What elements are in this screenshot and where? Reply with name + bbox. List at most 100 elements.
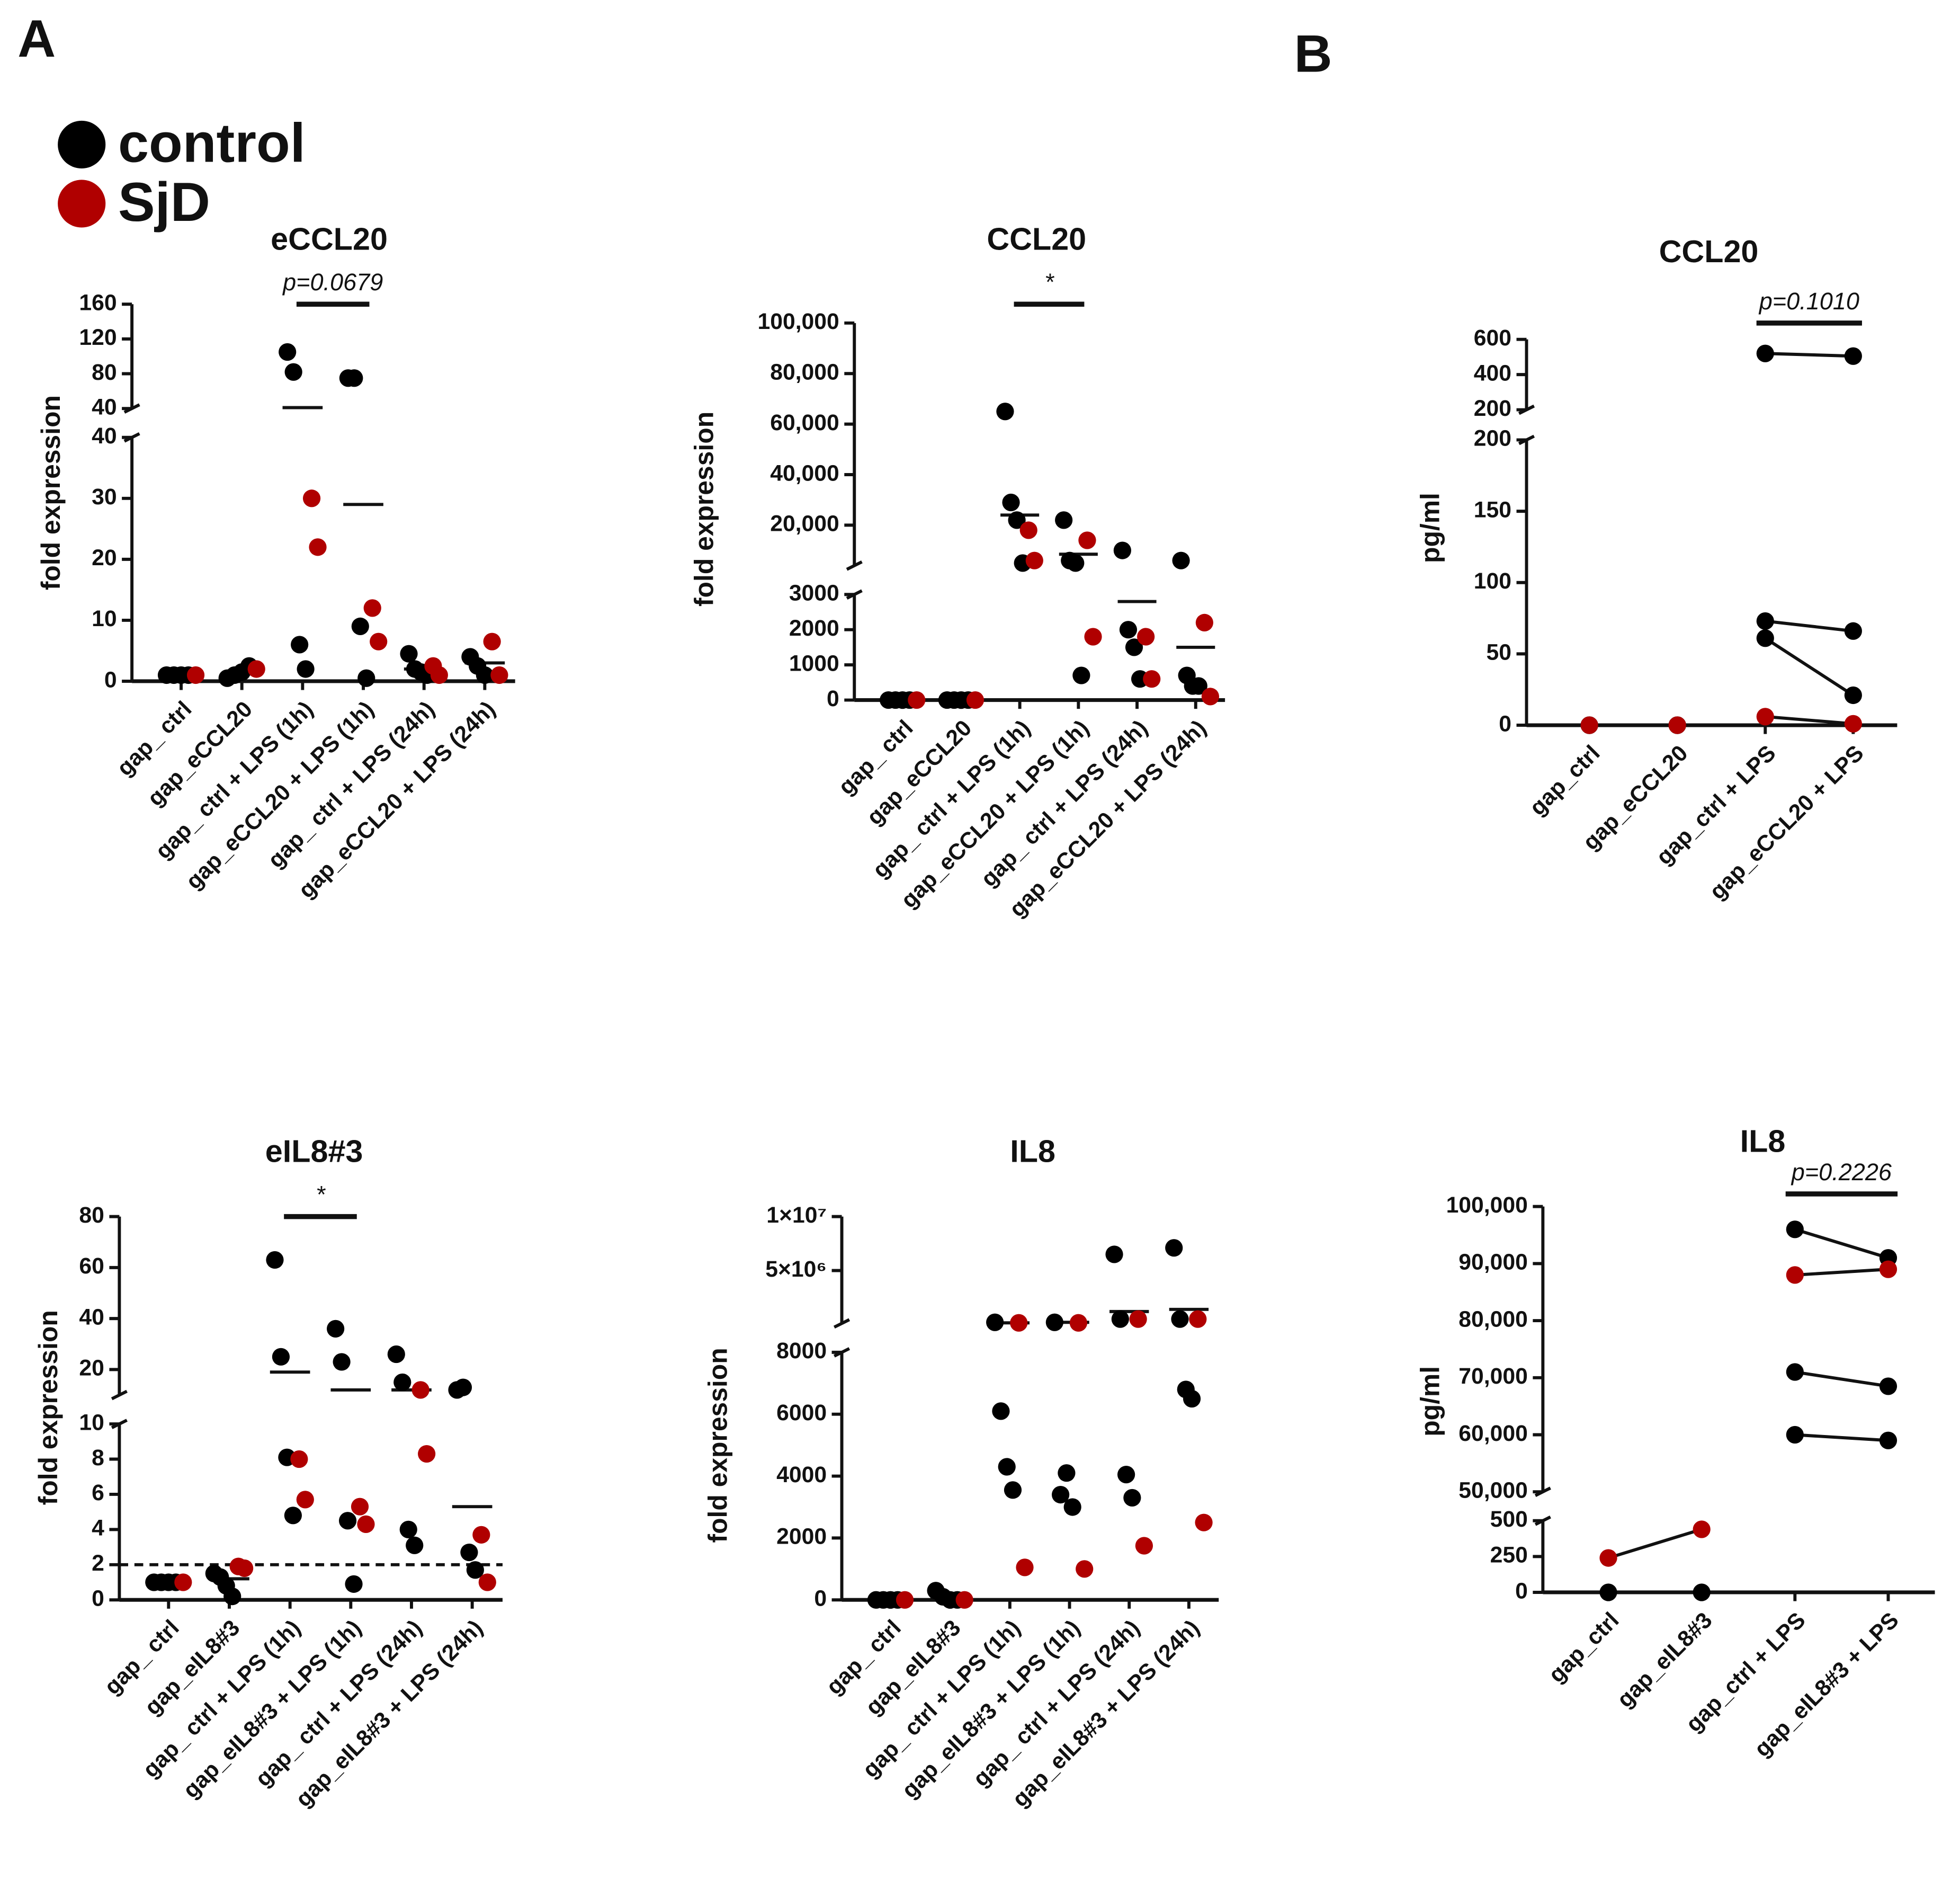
data-point — [1137, 628, 1155, 646]
pair-line — [1794, 1227, 1889, 1260]
y-tick-label: 8000 — [776, 1338, 827, 1364]
data-point — [1019, 521, 1037, 539]
data-point — [1072, 666, 1090, 684]
y-tick-label: 0 — [104, 667, 117, 692]
y-tick-label: 80 — [92, 360, 117, 385]
y-tick-label: 120 — [79, 325, 117, 350]
data-point — [284, 1507, 302, 1525]
legend-swatch — [58, 180, 106, 228]
data-point — [483, 632, 501, 651]
data-point — [1879, 1260, 1898, 1278]
y-tick-label: 10 — [92, 606, 117, 631]
data-point — [338, 1512, 357, 1530]
y-tick-label: 2000 — [789, 616, 839, 641]
axis-break — [111, 1389, 128, 1401]
y-tick-label: 2000 — [776, 1524, 827, 1549]
data-point — [327, 1320, 345, 1338]
data-point — [1119, 621, 1138, 639]
y-tick-label: 80 — [79, 1202, 104, 1228]
data-point — [966, 691, 985, 709]
data-point — [1844, 347, 1862, 365]
y-tick-label: 50,000 — [1458, 1477, 1528, 1503]
y-tick-label: 80,000 — [770, 360, 839, 385]
chart-title: eCCL20 — [271, 221, 388, 256]
data-point — [1069, 1314, 1088, 1332]
data-point — [406, 1536, 424, 1554]
y-tick-label: 40,000 — [770, 460, 839, 486]
data-point — [1135, 1537, 1153, 1555]
data-point — [1786, 1220, 1804, 1238]
pair-line — [1764, 637, 1854, 697]
data-point — [1756, 344, 1774, 362]
pair-line — [1795, 1433, 1889, 1442]
y-axis-label: fold expression — [33, 1310, 63, 1505]
data-point — [284, 363, 302, 381]
data-point — [1123, 1489, 1141, 1507]
data-point — [272, 1348, 290, 1366]
data-point — [345, 1575, 363, 1593]
y-tick-label: 400 — [1474, 360, 1511, 386]
data-point — [908, 691, 926, 709]
data-point — [291, 636, 309, 654]
data-point — [418, 1445, 436, 1463]
data-point — [266, 1251, 284, 1269]
data-point — [1786, 1425, 1804, 1444]
data-point — [1129, 1310, 1147, 1328]
data-point — [1879, 1431, 1898, 1449]
data-point — [1693, 1520, 1711, 1538]
pair-line — [1608, 1528, 1703, 1560]
axis-break — [846, 560, 863, 571]
y-tick-label: 6000 — [776, 1400, 827, 1425]
data-point — [1172, 551, 1190, 569]
data-point — [992, 1402, 1010, 1420]
y-axis-label: pg/ml — [1416, 493, 1445, 563]
y-tick-label: 20 — [92, 545, 117, 571]
data-point — [1105, 1245, 1123, 1263]
significance-label: p=0.0679 — [282, 269, 383, 296]
data-point — [996, 403, 1014, 421]
data-point — [430, 666, 448, 684]
data-point — [1195, 1513, 1213, 1531]
data-point — [351, 617, 369, 636]
y-axis-label: fold expression — [689, 412, 719, 607]
data-point — [174, 1573, 192, 1591]
x-tick-label: gap_eCCL20 + LPS — [1705, 741, 1869, 905]
panel-letter: A — [17, 10, 56, 68]
y-tick-label: 40 — [92, 423, 117, 449]
data-point — [454, 1378, 472, 1396]
data-point — [1084, 628, 1102, 646]
data-point — [1025, 551, 1043, 569]
y-tick-label: 4000 — [776, 1462, 827, 1487]
chart-title: CCL20 — [987, 221, 1086, 256]
data-point — [1668, 716, 1686, 734]
axis-break — [833, 1318, 851, 1329]
data-point — [1189, 1310, 1207, 1328]
x-tick-label: gap_eCCL20 — [142, 697, 257, 812]
data-point — [399, 1520, 417, 1538]
data-point — [478, 1573, 496, 1591]
data-point — [302, 489, 321, 507]
significance-label: p=0.1010 — [1758, 288, 1859, 315]
data-point — [387, 1345, 405, 1364]
significance-label: * — [316, 1181, 326, 1208]
y-tick-label: 100,000 — [1446, 1192, 1528, 1218]
significance-label: * — [1044, 269, 1054, 296]
data-point — [460, 1543, 478, 1562]
y-tick-label: 100,000 — [757, 309, 839, 334]
data-point — [1171, 1310, 1189, 1328]
data-point — [1183, 1389, 1201, 1408]
data-point — [247, 660, 265, 678]
data-point — [1010, 1314, 1028, 1332]
data-point — [1004, 1481, 1022, 1499]
y-tick-label: 1000 — [789, 651, 839, 676]
y-tick-label: 0 — [814, 1586, 827, 1611]
legend-label: SjD — [118, 172, 210, 233]
data-point — [363, 599, 381, 617]
data-point — [998, 1458, 1016, 1476]
pair-line — [1765, 619, 1854, 633]
data-point — [1055, 511, 1073, 529]
data-point — [986, 1313, 1004, 1331]
data-point — [1189, 677, 1207, 695]
data-point — [1844, 715, 1862, 733]
